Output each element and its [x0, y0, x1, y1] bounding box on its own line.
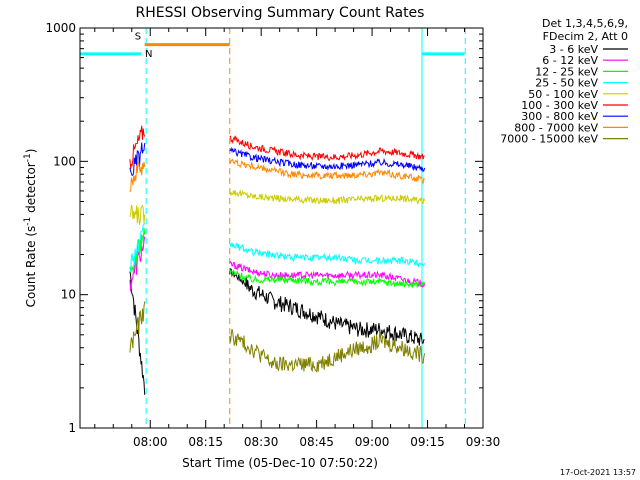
- legend-header-line-1: Det 1,3,4,5,6,9,: [542, 17, 628, 30]
- series-line: [129, 161, 146, 193]
- legend: Det 1,3,4,5,6,9, FDecim 2, Att 0 3 - 6 k…: [500, 17, 628, 146]
- legend-label: 100 - 300 keV: [521, 99, 598, 112]
- legend-label: 3 - 6 keV: [549, 43, 598, 56]
- legend-label: 300 - 800 keV: [521, 110, 598, 123]
- series-line: [129, 227, 146, 274]
- legend-header-line-2: FDecim 2, Att 0: [543, 30, 628, 43]
- series-line: [129, 301, 146, 353]
- series-line: [129, 125, 146, 169]
- legend-label: 12 - 25 keV: [535, 65, 598, 78]
- series-line: [229, 189, 426, 206]
- y-tick-label: 1000: [45, 21, 76, 35]
- series-line: [129, 204, 146, 225]
- legend-label: 50 - 100 keV: [528, 88, 598, 101]
- orbit-bar-label: N: [145, 49, 152, 60]
- legend-label: 7000 - 15000 keV: [500, 133, 598, 146]
- data-layer: SN: [79, 28, 466, 428]
- legend-label: 6 - 12 keV: [542, 54, 598, 67]
- series-line: [229, 268, 425, 346]
- x-tick-label: 08:15: [188, 435, 223, 449]
- y-tick-label: 100: [53, 154, 76, 168]
- x-tick-label: 09:15: [410, 435, 445, 449]
- series-line: [229, 328, 426, 373]
- x-tick-label: 08:00: [133, 435, 168, 449]
- legend-label: 800 - 7000 keV: [514, 121, 598, 134]
- series-line: [229, 241, 426, 269]
- series-line: [129, 222, 146, 273]
- y-tick-label: 1: [68, 421, 76, 435]
- x-tick-label: 08:30: [244, 435, 279, 449]
- legend-label: 25 - 50 keV: [535, 77, 598, 90]
- series-line: [129, 271, 146, 395]
- axes-layer: 08:00 08:15 08:30 08:45 09:00 09:15 09:30 1 10 10…: [45, 21, 500, 449]
- plot-frame: [79, 27, 484, 429]
- y-tick-label: 10: [61, 288, 76, 302]
- y-axis-label: Count Rate (s-1 detector-1): [23, 149, 38, 308]
- series-line: [229, 260, 426, 289]
- chart-title: RHESSI Observing Summary Count Rates: [136, 5, 425, 21]
- series-line: [229, 135, 425, 161]
- x-axis-label: Start Time (05-Dec-10 07:50:22): [182, 456, 378, 470]
- x-tick-label: 09:00: [355, 435, 390, 449]
- series-line: [229, 146, 426, 173]
- orbit-bar-label: S: [135, 32, 141, 43]
- series-line: [229, 268, 426, 288]
- series-line: [229, 158, 426, 185]
- x-tick-label: 08:45: [299, 435, 334, 449]
- footer-date: 17-Oct-2021 13:57: [560, 468, 636, 477]
- x-tick-label: 09:30: [466, 435, 501, 449]
- series-line: [129, 142, 146, 176]
